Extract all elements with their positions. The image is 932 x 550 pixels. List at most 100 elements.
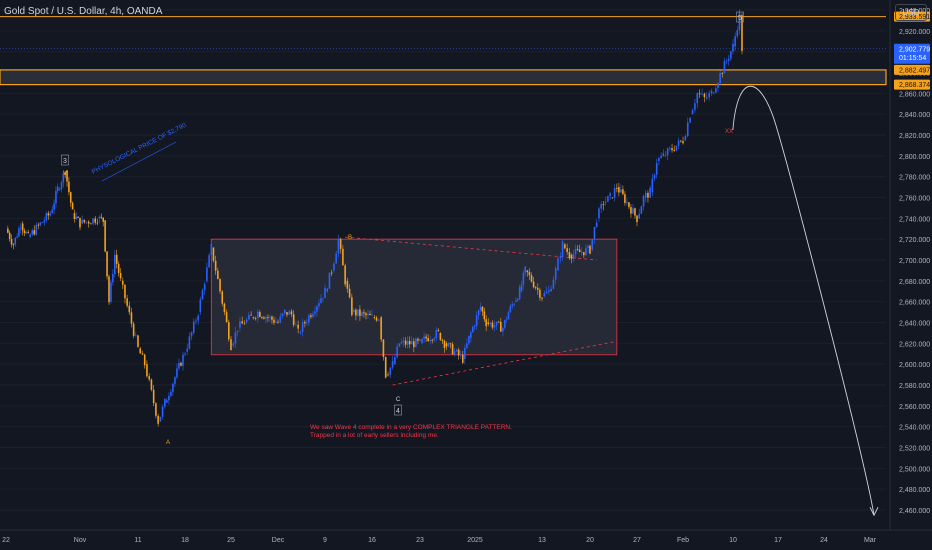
y-tick-label: 2,780.000: [899, 175, 930, 182]
y-tick-label: 2,600.000: [899, 362, 930, 369]
candle-body: [148, 376, 150, 380]
candle-body: [132, 323, 135, 336]
candle-body: [195, 320, 197, 322]
candle-body: [166, 400, 168, 403]
candle-body: [655, 163, 658, 175]
candle-body: [45, 213, 48, 221]
candle-body: [427, 338, 429, 342]
candle-body: [333, 263, 335, 271]
candle-body: [526, 270, 529, 273]
candle-body: [73, 213, 76, 219]
wave4-note-line2: Trapped in a lot of early sellers includ…: [310, 432, 439, 439]
candle-body: [308, 315, 310, 323]
candle-body: [561, 241, 564, 257]
candle-body: [398, 343, 401, 347]
candle-body: [10, 238, 13, 245]
candle-body: [513, 304, 515, 305]
candle-body: [210, 243, 213, 256]
currency-button[interactable]: USD: [895, 4, 927, 21]
candle-body: [359, 309, 361, 316]
wave-c-label: C: [396, 397, 401, 403]
candle-body: [176, 368, 178, 378]
candle-body: [604, 201, 607, 203]
x-tick-label: Mar: [864, 537, 877, 544]
candle-body: [114, 254, 116, 274]
candle-body: [636, 215, 638, 223]
candle-body: [112, 273, 114, 283]
candle-body: [39, 222, 42, 226]
candle-body: [384, 356, 387, 378]
price-tag-level-lower: 2,868.374: [899, 82, 930, 89]
candle-body: [161, 406, 164, 417]
candle-body: [509, 306, 512, 313]
candle-body: [141, 353, 144, 355]
x-tick-label: 11: [134, 537, 141, 544]
candle-body: [106, 251, 108, 277]
candle-body: [188, 336, 191, 349]
x-tick-label: 23: [416, 537, 424, 544]
x-tick-label: 20: [586, 537, 594, 544]
triangle-lower-line: [392, 340, 617, 386]
candle-body: [259, 312, 261, 317]
candle-body: [524, 266, 527, 273]
candle-body: [419, 339, 421, 341]
candle-body: [649, 187, 651, 198]
candle-body: [115, 254, 118, 264]
candle-body: [554, 268, 557, 280]
candle-body: [143, 354, 146, 366]
x-tick-label: 10: [729, 537, 737, 544]
candle-body: [734, 36, 736, 47]
y-tick-label: 2,840.000: [899, 112, 930, 119]
candle-body: [186, 348, 188, 352]
x-tick-label: Nov: [74, 537, 87, 544]
price-tag-current: 2,902.779: [899, 46, 930, 53]
candle-body: [292, 314, 295, 325]
candle-body: [318, 303, 320, 307]
candle-body: [43, 220, 46, 223]
candle-body: [719, 73, 721, 83]
candle-body: [228, 322, 230, 340]
candle-body: [515, 300, 517, 302]
candle-body: [203, 284, 206, 291]
psych-underline: [101, 141, 177, 182]
y-tick-label: 2,580.000: [899, 383, 930, 390]
y-tick-label: 2,940.000: [899, 8, 930, 15]
candle-body: [47, 213, 50, 216]
candle-body: [382, 339, 385, 357]
candle-body: [275, 321, 277, 323]
candle-body: [53, 203, 55, 210]
candle-body: [712, 92, 715, 94]
candle-body: [698, 93, 701, 95]
candle-body: [686, 122, 689, 137]
candle-body: [421, 338, 423, 344]
candle-body: [137, 335, 139, 347]
candle-body: [481, 306, 484, 312]
candle-body: [585, 248, 587, 256]
candle-body: [254, 317, 257, 319]
wave-3-label-box: [61, 154, 69, 166]
candle-body: [505, 319, 508, 321]
candle-body: [373, 317, 376, 319]
candle-body: [126, 298, 128, 306]
candle-body: [475, 315, 478, 326]
candle-body: [316, 306, 318, 312]
candle-body: [682, 141, 684, 144]
candle-body: [81, 219, 83, 224]
candle-body: [60, 182, 63, 189]
candle-body: [491, 322, 494, 328]
candle-body: [21, 223, 24, 231]
candle-body: [591, 239, 594, 250]
candle-body: [559, 256, 562, 259]
candle-body: [273, 319, 275, 323]
candle-body: [738, 12, 741, 31]
candle-body: [402, 340, 405, 343]
candle-body: [94, 218, 97, 223]
candle-body: [283, 309, 286, 314]
candle-body: [330, 272, 333, 274]
candle-body: [568, 252, 571, 259]
candle-body: [252, 317, 255, 319]
candle-body: [199, 299, 202, 313]
candle-body: [326, 288, 329, 292]
candle-body: [677, 140, 680, 146]
